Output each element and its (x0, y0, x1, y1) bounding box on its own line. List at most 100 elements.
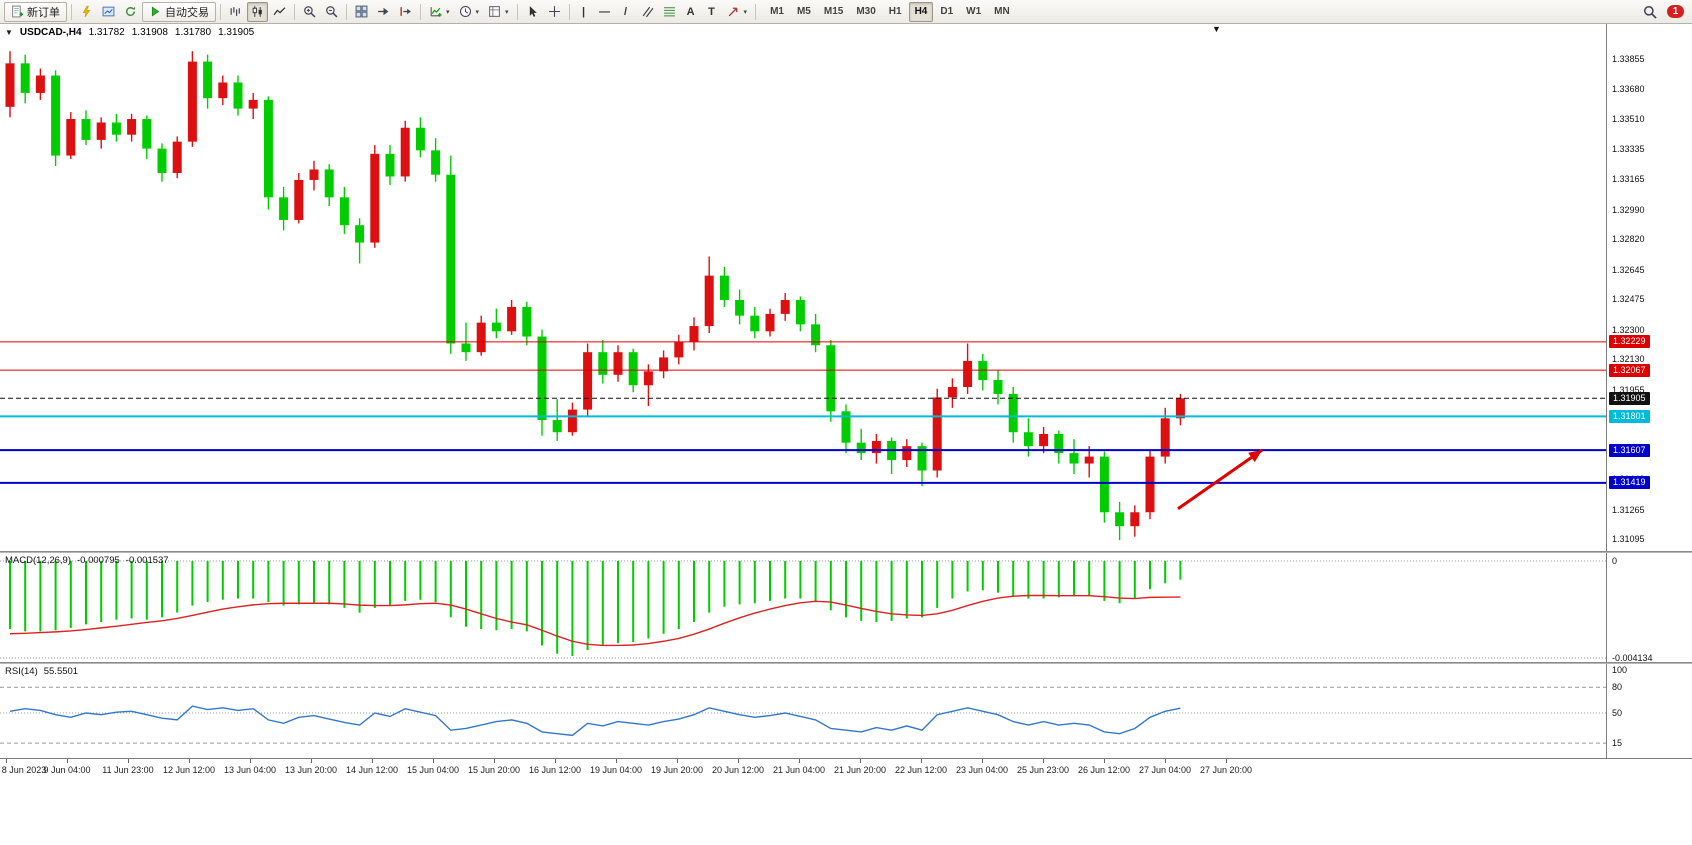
toolbar-buttons: 新订单 自动交易 ▾ ▾ ▾ | — / A T ▾ (4, 1, 759, 22)
time-tick (1104, 759, 1105, 763)
search-icon (1643, 5, 1657, 19)
time-axis[interactable]: 8 Jun 2023 9 Jun 04:00 11 Jun 23:00 12 Jun … (0, 758, 1692, 778)
charts-button[interactable] (98, 2, 119, 22)
time-label: 25 Jun 23:00 (1016, 765, 1070, 775)
chart-shift-marker[interactable]: ▼ (1212, 24, 1221, 34)
macd-axis[interactable]: 0 -0.004134 (1606, 553, 1692, 663)
toolbar-separator (568, 3, 570, 20)
chart-shift-button[interactable] (395, 2, 416, 22)
bottom-filler (0, 778, 1692, 845)
low-value: 1.31780 (174, 27, 212, 38)
price-tick: 1.33335 (1612, 144, 1645, 155)
trend-arrow[interactable] (1177, 448, 1263, 511)
time-tick (921, 759, 922, 763)
close-value: 1.31905 (218, 27, 255, 38)
bar-chart-type-button[interactable] (225, 2, 246, 22)
timeframe-h1[interactable]: H1 (883, 2, 908, 22)
templates-button[interactable]: ▾ (484, 2, 513, 22)
zoom-out-button[interactable] (321, 2, 342, 22)
rsi-tick: 15 (1612, 738, 1623, 749)
panel-resizer-macd[interactable] (0, 551, 1692, 553)
trendline-button[interactable]: / (616, 2, 636, 22)
toolbar-separator (755, 3, 757, 20)
price-tick: 1.33855 (1612, 54, 1645, 64)
time-tick (677, 759, 678, 763)
new-order-button[interactable]: 新订单 (4, 1, 67, 22)
toolbar-separator (220, 3, 221, 20)
vertical-line-icon: | (582, 5, 586, 18)
bars-type-icon (229, 5, 242, 18)
macd-row: MACD(12,26,9) -0.000795 -0.001537 0 -0.00… (0, 553, 1692, 663)
crossh-icon (548, 5, 561, 18)
timeframe-m5[interactable]: M5 (791, 2, 817, 22)
horizontal-line-button[interactable]: — (595, 2, 615, 22)
time-label: 15 Jun 04:00 (406, 765, 460, 775)
text-label-button[interactable]: T (702, 2, 722, 22)
profiles-button[interactable] (76, 2, 97, 22)
macd-tick: -0.004134 (1612, 653, 1653, 663)
arrows-tool-icon (727, 5, 740, 18)
auto-trading-button[interactable]: 自动交易 (142, 1, 216, 22)
cursor-button[interactable] (522, 2, 543, 22)
time-label: 14 Jun 12:00 (345, 765, 399, 775)
zoom-in-button[interactable] (299, 2, 320, 22)
timeframe-m15[interactable]: M15 (818, 2, 849, 22)
tile-windows-button[interactable] (351, 2, 372, 22)
equidistant-channel-button[interactable] (637, 2, 658, 22)
line-chart-type-button[interactable] (269, 2, 290, 22)
candlestick-chart[interactable]: ▼ USDCAD-,H4 1.31782 1.31908 1.31780 1.3… (0, 24, 1606, 551)
periods-button[interactable]: ▾ (455, 2, 484, 22)
notification-badge[interactable]: 1 (1667, 5, 1684, 18)
price-tick: 1.32645 (1612, 264, 1645, 275)
price-badge-1.31905: 1.31905 (1609, 391, 1650, 405)
dropdown-caret-icon[interactable]: ▾ (446, 8, 450, 16)
price-lines-layer[interactable] (0, 341, 1606, 484)
arrows-button[interactable]: ▾ (723, 2, 752, 22)
price-tick: 1.33165 (1612, 174, 1645, 185)
timeframe-h4[interactable]: H4 (908, 1, 934, 22)
time-tick (1226, 759, 1227, 763)
timeframe-mn[interactable]: MN (988, 2, 1016, 22)
toolbar-right: 1 (1639, 2, 1688, 22)
zoom-in-icon (303, 5, 316, 18)
macd-panel[interactable]: MACD(12,26,9) -0.000795 -0.001537 (0, 553, 1606, 662)
time-tick (555, 759, 556, 763)
refresh-button[interactable] (120, 2, 141, 22)
auto-scroll-button[interactable] (373, 2, 394, 22)
dropdown-caret-icon[interactable]: ▾ (743, 8, 748, 16)
timeframe-w1[interactable]: W1 (960, 2, 987, 22)
rsi-row: RSI(14) 55.5501 100 80 50 15 (0, 664, 1692, 758)
toolbar-separator (71, 3, 72, 20)
timeframe-m1[interactable]: M1 (764, 2, 790, 22)
rsi-axis[interactable]: 100 80 50 15 (1606, 664, 1692, 758)
time-tick (1043, 759, 1044, 763)
text-label-icon: T (708, 5, 715, 18)
timeframe-m30[interactable]: M30 (850, 2, 881, 22)
search-button[interactable] (1639, 2, 1661, 22)
fibonacci-button[interactable] (659, 2, 680, 22)
timeframe-d1[interactable]: D1 (934, 2, 959, 22)
cursor-icon (526, 5, 539, 18)
panel-resizer-rsi[interactable] (0, 662, 1692, 664)
macd-main-value: -0.000795 (77, 555, 120, 566)
time-label: 9 Jun 04:00 (43, 765, 91, 775)
rsi-panel[interactable]: RSI(14) 55.5501 (0, 664, 1606, 758)
time-tick (433, 759, 434, 763)
price-axis[interactable]: 1.33855 1.33680 1.33510 1.33335 1.33165 1.329… (1606, 24, 1692, 551)
dropdown-caret-icon[interactable]: ▾ (505, 8, 509, 16)
periods-icon (459, 5, 472, 18)
dropdown-caret-icon[interactable]: ▾ (475, 8, 480, 16)
price-badge-1.31801: 1.31801 (1609, 409, 1650, 423)
crosshair-button[interactable] (544, 2, 565, 22)
rsi-tick: 80 (1612, 682, 1623, 693)
channel-icon (641, 5, 654, 18)
candlestick-type-button[interactable] (247, 1, 268, 22)
chart-dropdown-icon[interactable]: ▼ (5, 28, 13, 37)
time-label: 27 Jun 04:00 (1138, 765, 1192, 775)
toolbar-separator (346, 3, 347, 20)
time-label: 16 Jun 12:00 (528, 765, 582, 775)
text-button[interactable]: A (681, 2, 701, 22)
auto-trading-label: 自动交易 (165, 6, 209, 19)
indicators-button[interactable]: ▾ (425, 2, 454, 22)
vertical-line-button[interactable]: | (574, 2, 594, 22)
